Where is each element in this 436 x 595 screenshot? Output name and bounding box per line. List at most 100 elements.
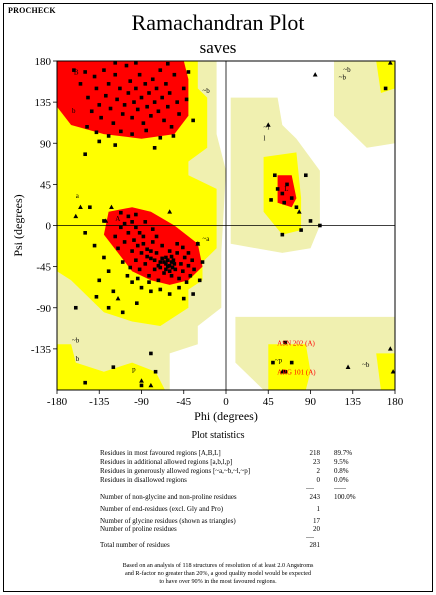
residue-point <box>167 292 172 296</box>
stats-row-label: Residues in additional allowed regions [… <box>100 458 233 466</box>
residue-point <box>150 227 155 231</box>
region-label: A <box>115 215 120 223</box>
residue-point <box>130 280 134 284</box>
region-label: p <box>132 366 136 374</box>
zero-axes <box>57 61 395 390</box>
footnote-line-3: to have over 90% in the most favoured re… <box>159 578 277 585</box>
glycine-point <box>345 364 351 369</box>
residue-point <box>149 249 153 253</box>
stats-row-count: 20 <box>313 525 320 533</box>
residue-point <box>102 68 106 72</box>
residue-point <box>269 198 273 202</box>
residue-point <box>83 152 87 157</box>
residue-point <box>182 255 187 260</box>
residue-point <box>271 360 275 365</box>
stats-row-count: 218 <box>309 449 321 457</box>
x-axis-ticks: -180 -135 -90 -45 0 45 90 135 180 <box>47 390 404 408</box>
stats-title: Plot statistics <box>191 430 245 441</box>
stats-row-percent: 9.5% <box>334 458 349 466</box>
residue-point <box>149 114 153 118</box>
region-label: B <box>74 69 79 77</box>
residue-point <box>143 82 148 86</box>
generous-region-bottom-right <box>235 316 395 390</box>
labelled-residues: ASN 202 (A) ARG 101 (A) <box>277 339 316 376</box>
glycine-point <box>390 369 396 374</box>
additional-region-bottom <box>268 344 311 390</box>
residue-point <box>186 251 191 255</box>
residue-point <box>102 219 106 223</box>
y-axis-ticks: 180 135 90 45 0 -45 -90 -135 <box>31 56 57 356</box>
region-label: b <box>72 107 76 115</box>
residue-point <box>282 200 287 205</box>
residue-point <box>108 106 113 111</box>
residue-point <box>294 205 299 210</box>
residue-point <box>137 267 142 272</box>
x-tick-label: -45 <box>176 396 191 408</box>
stats-row-count: 0 <box>316 476 321 484</box>
residue-point <box>275 187 280 191</box>
residue-point <box>171 258 176 263</box>
footnote-line-2: and R-factor no greater than 20%, a good… <box>124 570 312 577</box>
residue-point <box>158 135 163 140</box>
stats-separator: ------ <box>334 486 346 492</box>
residue-point <box>72 68 76 72</box>
residue-point <box>156 278 161 283</box>
residue-point <box>94 130 99 135</box>
residue-point <box>162 271 166 275</box>
residue-point <box>165 258 170 263</box>
residue-point <box>280 191 285 196</box>
residue-point <box>89 109 94 114</box>
labelled-residue-point <box>283 340 287 345</box>
residue-point <box>169 254 174 259</box>
residue-point <box>144 128 148 133</box>
residue-point <box>147 280 151 284</box>
residue-point <box>137 72 142 77</box>
residue-point <box>154 234 159 239</box>
residue-point <box>177 285 181 290</box>
residue-point <box>132 100 136 104</box>
residue-point <box>197 278 202 283</box>
residue-point <box>158 287 163 292</box>
residue-point <box>134 61 138 65</box>
residue-point <box>160 95 164 100</box>
residue-point <box>150 77 155 82</box>
residue-point <box>167 269 172 273</box>
region-label: ~b <box>343 66 351 74</box>
residue-point <box>83 380 87 385</box>
residue-point <box>181 245 185 250</box>
residue-point <box>124 63 129 68</box>
residue-point <box>113 61 118 65</box>
residue-point <box>175 100 179 104</box>
residue-point <box>167 91 172 95</box>
x-tick-label: -135 <box>89 396 110 408</box>
stats-row-percent: 0.0% <box>334 476 349 484</box>
residue-point <box>289 360 294 365</box>
y-tick-label: -90 <box>36 303 51 315</box>
residue-point <box>135 301 139 305</box>
stats-row-label: Total number of residues <box>100 541 170 549</box>
residue-point <box>125 273 130 278</box>
residue-point <box>177 112 181 116</box>
residue-point <box>158 265 163 270</box>
residue-point <box>162 118 166 123</box>
residue-point <box>119 129 123 134</box>
region-label: ~b <box>362 361 370 369</box>
residue-point <box>186 263 191 268</box>
residue-point <box>164 255 168 260</box>
stats-row-label: Number of non-glycine and non-proline re… <box>100 493 237 501</box>
residue-point <box>162 260 166 264</box>
footnote-line-1: Based on an analysis of 118 structures o… <box>122 562 314 569</box>
residue-point <box>83 231 87 235</box>
stats-row-label: Residues in most favoured regions [A,B,L… <box>100 449 221 457</box>
plot-title: Ramachandran Plot <box>131 10 305 35</box>
residue-point <box>175 241 179 246</box>
residue-point <box>165 61 170 66</box>
stats-row-label: Number of end-residues (excl. Gly and Pr… <box>100 505 224 513</box>
stats-row: Number of glycine residues (shown as tri… <box>100 517 380 526</box>
glycine-point <box>265 122 271 127</box>
additional-region-top-right <box>376 61 395 93</box>
residue-point <box>141 121 146 125</box>
stats-row-label: Residues in generously allowed regions [… <box>100 467 251 475</box>
stats-row-count: 17 <box>313 517 320 525</box>
residue-point <box>169 125 174 129</box>
